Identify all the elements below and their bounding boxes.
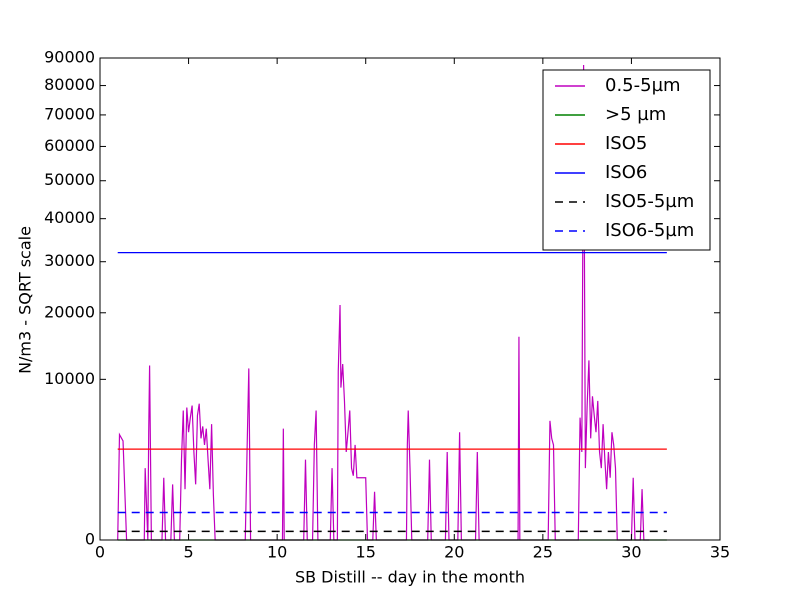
legend-label: ISO6-5µm [605,220,694,241]
x-axis-label: SB Distill -- day in the month [295,568,525,587]
y-tick-label: 70000 [44,104,95,123]
y-tick-label: 40000 [44,208,95,227]
y-tick-label: 80000 [44,75,95,94]
x-tick-label: 20 [444,543,464,562]
legend-label: 0.5-5µm [605,75,681,96]
legend-label: >5 µm [605,104,666,125]
y-tick-label: 60000 [44,136,95,155]
y-tick-label: 90000 [44,48,95,67]
x-tick-label: 15 [356,543,376,562]
y-tick-label: 20000 [44,302,95,321]
x-tick-label: 5 [183,543,193,562]
x-tick-label: 35 [710,543,730,562]
x-tick-label: 10 [267,543,287,562]
plot-frame [99,57,721,541]
y-tick-label: 50000 [44,170,95,189]
y-tick-label: 0 [85,530,95,549]
legend-label: ISO5-5µm [605,191,694,212]
y-tick-label: 10000 [44,369,95,388]
legend-label: ISO6 [605,162,647,183]
x-tick-label: 30 [621,543,641,562]
y-tick-label: 30000 [44,251,95,270]
y-axis-label: N/m3 - SQRT scale [16,226,35,374]
series-line [117,65,650,541]
legend-label: ISO5 [605,133,647,154]
x-tick-label: 25 [533,543,553,562]
x-tick-label: 0 [95,543,105,562]
legend-box [542,69,711,251]
